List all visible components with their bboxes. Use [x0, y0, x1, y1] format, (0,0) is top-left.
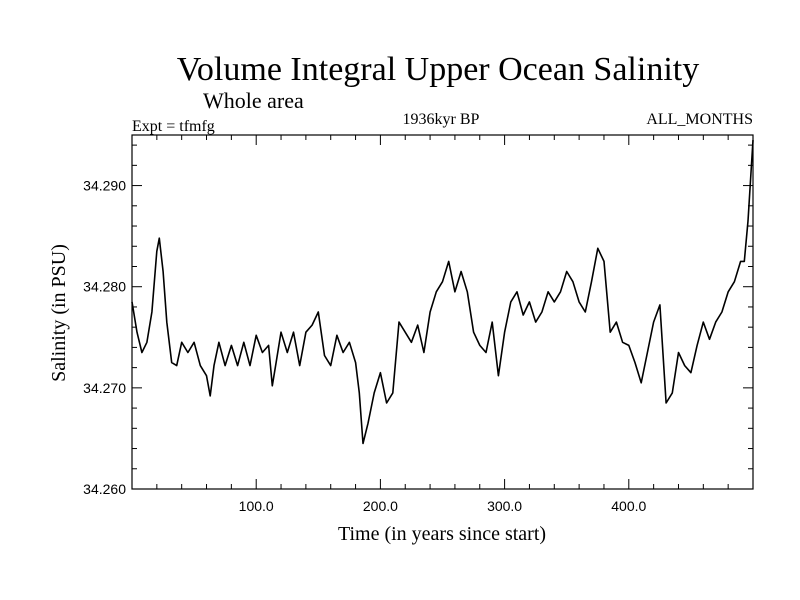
y-axis-label: Salinity (in PSU): [48, 244, 70, 382]
y-tick-labels: 34.260 34.270 34.280 34.290: [83, 178, 126, 497]
period-label: 1936kyr BP: [403, 111, 480, 128]
chart-subtitle: Whole area: [203, 88, 304, 113]
season-label: ALL_MONTHS: [646, 111, 753, 128]
experiment-label: Expt = tfmfg: [132, 118, 215, 135]
y-tick-label: 34.280: [83, 279, 126, 295]
x-tick-label: 200.0: [363, 498, 398, 514]
axis-ticks: [132, 135, 753, 489]
y-tick-label: 34.290: [83, 178, 126, 194]
x-tick-label: 300.0: [487, 498, 522, 514]
x-tick-label: 100.0: [239, 498, 274, 514]
y-tick-label: 34.260: [83, 481, 126, 497]
x-axis-label: Time (in years since start): [338, 523, 546, 545]
plot-frame: [131, 134, 754, 490]
salinity-series-line: [131, 140, 754, 445]
chart-title: Volume Integral Upper Ocean Salinity: [177, 51, 699, 88]
x-tick-label: 400.0: [611, 498, 646, 514]
x-tick-labels: 100.0 200.0 300.0 400.0: [239, 498, 647, 514]
y-tick-label: 34.270: [83, 380, 126, 396]
